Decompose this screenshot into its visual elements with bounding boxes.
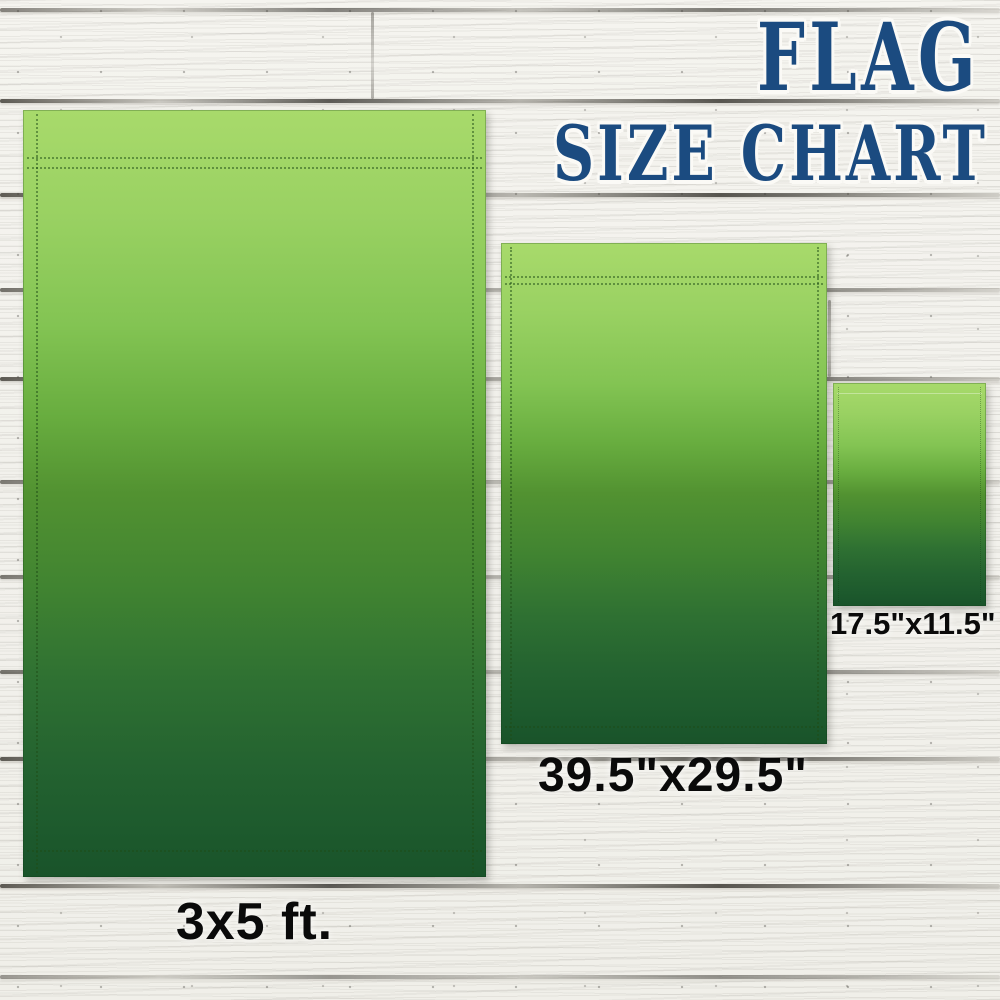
flag-medium-size-label: 39.5"x29.5": [537, 749, 809, 802]
plank-gap: [0, 757, 1000, 761]
stitch-sleeve-1: [837, 393, 982, 394]
plank-gap: [0, 193, 1000, 197]
plank-seam: [371, 12, 374, 99]
stitch-sleeve-1: [505, 276, 823, 278]
title-flag: FLAG: [756, 3, 980, 113]
plank-gap: [0, 99, 1000, 103]
flag-large-size-label: 3x5 ft.: [175, 893, 334, 951]
stitch-left: [838, 387, 839, 602]
flag-small: [833, 383, 986, 606]
stitch-right: [472, 114, 474, 873]
plank-gap: [0, 288, 1000, 292]
plank-gap: [0, 975, 1000, 979]
stitch-sleeve-2: [27, 167, 482, 169]
plank-gap: [0, 377, 1000, 381]
stitch-hem: [27, 850, 482, 852]
plank-gap: [0, 480, 1000, 484]
flag-large: [23, 110, 486, 877]
stitch-right: [980, 387, 981, 602]
stitch-sleeve-1: [27, 157, 482, 159]
plank-seam: [828, 300, 831, 377]
plank-gap: [0, 8, 1000, 12]
plank-gap: [0, 575, 1000, 579]
stitch-hem: [505, 726, 823, 728]
flag-small-size-label: 17.5"x11.5": [830, 606, 996, 641]
flag-medium: [501, 243, 827, 744]
stitch-right: [817, 247, 819, 740]
title-size-chart: SIZE CHART: [553, 109, 988, 198]
plank-gap: [0, 884, 1000, 888]
plank-gap: [0, 670, 1000, 674]
stitch-left: [36, 114, 38, 873]
stitch-sleeve-2: [505, 283, 823, 285]
stitch-left: [510, 247, 512, 740]
